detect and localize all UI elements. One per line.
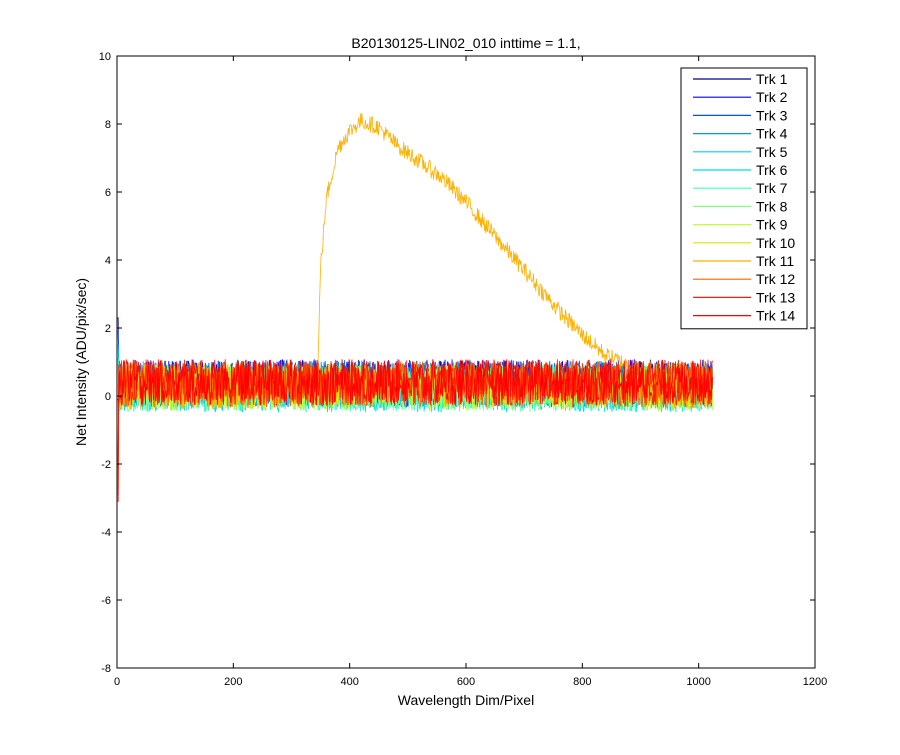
legend-item-label: Trk 10 [756,235,795,251]
y-tick-label: 2 [105,323,111,335]
legend-item-label: Trk 12 [756,271,795,287]
legend-item-label: Trk 6 [756,162,788,178]
x-tick-label: 1200 [803,676,827,688]
ticks-layer: 0 200 400 600 800 1000 1200 -8 -6 -4 -2 0 2 4 6 8 10 [99,51,827,688]
legend-item-label: Trk 13 [756,289,795,305]
legend-item-label: Trk 9 [756,217,788,233]
x-axis-label: Wavelength Dim/Pixel [398,692,534,708]
series-layer [117,112,714,502]
y-tick-label: 10 [99,51,111,63]
series-line-trk-14 [117,359,714,502]
x-tick-label: 400 [340,676,358,688]
legend-box [680,67,808,330]
legend[interactable]: Trk 1 Trk 2 Trk 3 Trk 4 Trk 5 Trk 6 Trk 7 Trk 8… [680,67,808,330]
y-tick-label: -4 [101,527,111,539]
x-tick-label: 1000 [686,676,710,688]
y-tick-label: 6 [105,187,111,199]
y-tick-label: 8 [105,119,111,131]
legend-item-label: Trk 7 [756,180,788,196]
chart-title: B20130125-LIN02_010 inttime = 1.1, [351,35,580,51]
y-tick-label: -6 [101,595,111,607]
legend-item-label: Trk 2 [756,89,788,105]
x-tick-label: 600 [457,676,475,688]
legend-item-label: Trk 11 [756,253,794,269]
x-tick-label: 0 [114,676,120,688]
legend-item-label: Trk 5 [756,144,788,160]
legend-item-label: Trk 3 [756,107,788,123]
legend-item-label: Trk 8 [756,198,788,214]
x-tick-label: 800 [573,676,591,688]
x-tick-label: 200 [224,676,242,688]
y-tick-label: 0 [105,391,111,403]
legend-item-label: Trk 1 [756,71,788,87]
y-tick-label: 4 [105,255,111,267]
legend-item-label: Trk 4 [756,126,788,142]
y-tick-label: -2 [101,459,111,471]
y-axis-label: Net Intensity (ADU/pix/sec) [73,278,89,446]
legend-item-label: Trk 14 [756,308,795,324]
y-tick-label: -8 [101,663,111,675]
